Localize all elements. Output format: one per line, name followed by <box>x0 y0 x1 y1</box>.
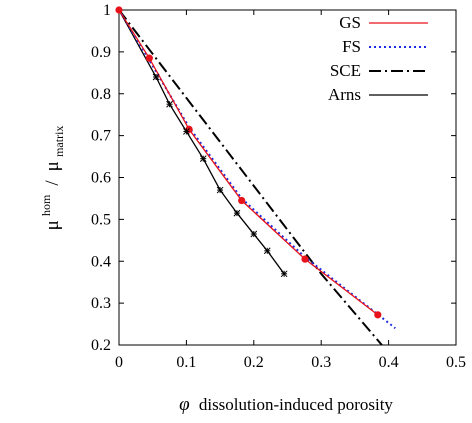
y-axis-slash: / <box>42 176 63 191</box>
y-tick-label: 0.2 <box>91 337 111 354</box>
marker-gs <box>374 311 382 319</box>
series-line-gs <box>118 9 379 316</box>
marker-arns <box>216 186 224 194</box>
plot-frame <box>118 9 457 346</box>
marker-arns <box>166 100 173 108</box>
marker-gs <box>145 54 153 62</box>
y-tick-label: 0.4 <box>91 253 111 270</box>
series-line-sce <box>118 9 383 346</box>
marker-gs <box>301 255 309 263</box>
series-lines <box>118 9 396 346</box>
legend: GS FS SCE Arns <box>328 13 428 104</box>
marker-arns <box>250 230 258 238</box>
marker-gs <box>238 196 246 205</box>
y-tick-label: 0.7 <box>91 128 111 145</box>
y-tick-label: 0.9 <box>91 44 111 61</box>
y-axis-den-sub: matrix <box>52 126 66 157</box>
y-axis-num-base: μ <box>42 220 63 230</box>
markers <box>115 6 382 319</box>
y-tick-label: 1 <box>103 2 111 19</box>
y-tick-label: 0.3 <box>91 295 111 312</box>
tick-labels: 0 0.1 0.2 0.3 0.4 0.5 0.2 0.3 0.4 0.5 0.6 0.7 0.8 0.9… <box>91 2 466 371</box>
series-line-arns <box>118 9 285 275</box>
legend-label-sce: SCE <box>330 61 361 80</box>
marker-arns <box>152 73 160 81</box>
x-axis-symbol: φ <box>179 394 190 415</box>
ticks <box>118 9 457 346</box>
legend-label-arns: Arns <box>328 85 361 104</box>
marker-arns <box>199 155 207 163</box>
y-axis-den-base: μ <box>42 161 63 171</box>
y-tick-label: 0.6 <box>91 170 111 187</box>
x-tick-label: 0 <box>115 354 123 371</box>
x-tick-label: 0.5 <box>446 354 466 371</box>
x-tick-label: 0.4 <box>379 354 399 371</box>
y-tick-label: 0.5 <box>91 211 111 228</box>
marker-arns <box>280 270 288 278</box>
marker-arns <box>183 128 190 135</box>
marker-gs <box>115 6 123 14</box>
marker-arns <box>233 209 241 217</box>
x-axis-title: φ dissolution-induced porosity <box>179 394 393 415</box>
x-tick-label: 0.2 <box>244 354 264 371</box>
legend-label-gs: GS <box>339 13 361 32</box>
legend-label-fs: FS <box>342 37 361 56</box>
y-axis-title: μ hom / μ matrix <box>35 126 66 231</box>
marker-arns <box>263 247 271 255</box>
x-tick-label: 0.3 <box>311 354 331 371</box>
x-axis-text: dissolution-induced porosity <box>199 395 394 414</box>
series-line-fs <box>118 9 396 330</box>
x-tick-label: 0.1 <box>176 354 196 371</box>
y-tick-label: 0.8 <box>91 86 111 103</box>
y-axis-num-sup: hom <box>39 194 53 216</box>
